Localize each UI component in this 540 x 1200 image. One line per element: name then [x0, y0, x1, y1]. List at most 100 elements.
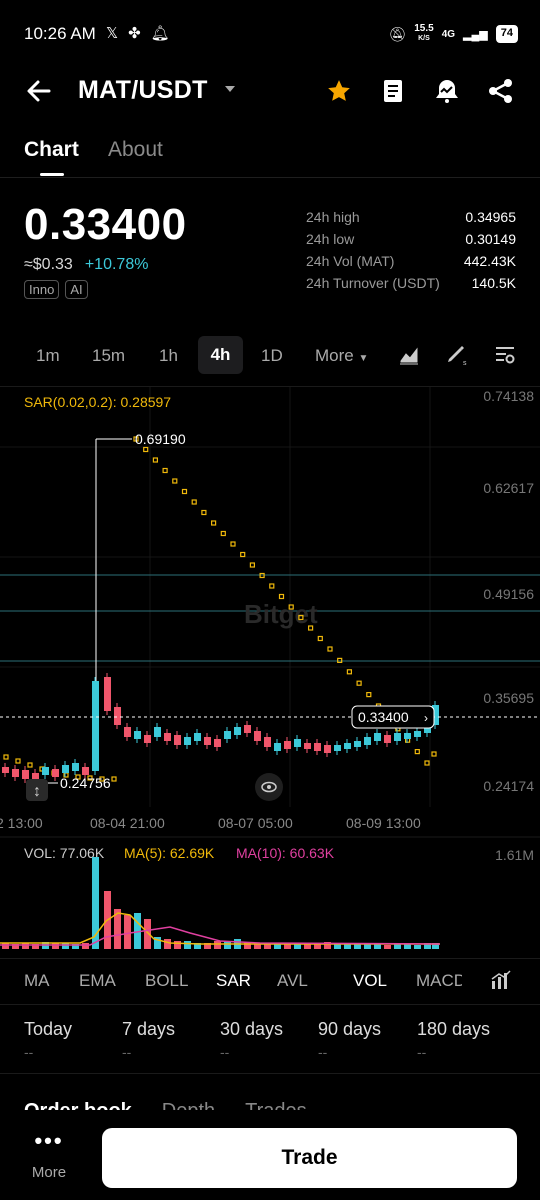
timeframe-4h[interactable]: 4h	[198, 336, 243, 374]
candle	[32, 773, 39, 781]
current-price-tag	[351, 705, 435, 729]
eye-pupil	[267, 785, 271, 789]
volume-bar	[184, 941, 191, 949]
sar-dot	[337, 657, 343, 663]
volume-bar	[72, 944, 79, 949]
candle	[62, 765, 69, 773]
period-90-days: 90 days --	[318, 1019, 382, 1060]
notes-icon[interactable]	[381, 78, 405, 104]
sar-dot	[181, 488, 188, 495]
sar-dot	[346, 669, 352, 675]
ticker-stats: 24h high 0.34965 24h low 0.30149 24h Vol…	[306, 209, 516, 297]
timeframe-1m[interactable]: 1m	[36, 346, 60, 365]
app-notification-icon: ✤	[128, 25, 141, 42]
volume-bar	[264, 943, 271, 949]
price-axis-label: 0.62617	[483, 480, 534, 496]
volume-axis-label: 1.61M	[495, 847, 534, 863]
current-price-label: 0.33400	[358, 709, 409, 725]
indicator-sar[interactable]: SAR	[216, 971, 251, 990]
indicator-ema[interactable]: EMA	[79, 971, 116, 990]
candle	[374, 733, 381, 741]
chart-settings-icon[interactable]	[494, 344, 516, 366]
candle	[42, 767, 49, 775]
sar-dot	[431, 751, 437, 757]
period-today: Today --	[24, 1019, 73, 1060]
pair-dropdown-icon[interactable]	[224, 84, 236, 94]
candle	[144, 735, 151, 743]
volume-bar	[174, 941, 181, 949]
net-speed: 15.5 K/S	[414, 23, 434, 43]
candle	[82, 767, 89, 775]
back-arrow-icon[interactable]	[26, 78, 52, 104]
volume-bar	[214, 941, 221, 949]
chart-type-icon[interactable]	[398, 344, 420, 366]
sar-dot	[191, 499, 197, 505]
volume-bar	[52, 943, 59, 949]
status-system-icons: 🔕︎ 15.5 K/S 4G ▂▄▆ 74	[388, 24, 518, 44]
volume-bar	[424, 943, 431, 949]
candle	[404, 733, 411, 739]
price-axis-label: 0.74138	[483, 388, 534, 404]
stat-row: 24h Turnover (USDT) 140.5K	[306, 275, 516, 291]
status-time: 10:26 AM	[24, 24, 96, 43]
candle	[114, 707, 121, 725]
sar-dot	[15, 758, 21, 764]
timeframe-15m[interactable]: 15m	[92, 346, 126, 365]
tag-inno[interactable]: Inno	[24, 280, 60, 299]
sar-dot	[308, 625, 314, 631]
candle	[264, 737, 271, 747]
candlestick-chart[interactable]: Bitget SAR(0.02,0.2): 0.28597 0.74138 0.626…	[0, 386, 540, 949]
timeframe-more[interactable]: More ▼	[315, 346, 369, 365]
candle	[334, 745, 341, 751]
chart-canvas[interactable]: Bitget SAR(0.02,0.2): 0.28597 0.74138 0.626…	[0, 387, 540, 959]
time-axis-label: 08-07 05:00	[218, 815, 293, 831]
sar-dot	[249, 562, 255, 568]
indicator-ma[interactable]: MA	[24, 971, 50, 990]
pair-title[interactable]: MAT/USDT	[78, 76, 208, 104]
favorite-star-icon[interactable]	[326, 78, 352, 104]
ma10-line	[0, 926, 441, 946]
last-price: 0.33400	[24, 200, 187, 249]
indicator-boll[interactable]: BOLL	[145, 971, 189, 990]
page-tabs: Chart About	[0, 130, 540, 178]
volume-bar	[194, 943, 201, 949]
candle	[324, 745, 331, 753]
drawing-tool-icon[interactable]: s	[445, 344, 469, 366]
price-alert-icon[interactable]	[434, 78, 460, 104]
tab-about[interactable]: About	[108, 138, 163, 161]
candle	[124, 727, 131, 737]
candle	[92, 681, 99, 771]
volume-bar	[154, 937, 161, 949]
indicator-macd[interactable]: MACD	[416, 971, 462, 990]
volume-bar	[144, 919, 151, 949]
share-icon[interactable]	[488, 78, 514, 104]
mute-icon: 🔕︎	[388, 25, 407, 42]
volume-bar	[384, 945, 391, 949]
indicator-settings-icon[interactable]	[490, 969, 512, 991]
time-axis-label: 08-04 21:00	[90, 815, 165, 831]
candle	[314, 743, 321, 751]
candle	[22, 770, 29, 779]
trade-button[interactable]: Trade	[102, 1128, 517, 1188]
candle	[394, 733, 401, 741]
indicator-avl[interactable]: AVL	[277, 971, 308, 990]
sar-dot	[162, 467, 168, 474]
candle	[294, 739, 301, 747]
sar-dot	[75, 774, 81, 780]
timeframe-1h[interactable]: 1h	[159, 346, 178, 365]
svg-text:s: s	[463, 360, 467, 366]
indicator-vol[interactable]: VOL	[353, 971, 388, 990]
tab-chart[interactable]: Chart	[24, 138, 79, 161]
candle	[134, 731, 141, 739]
price-change: +10.78%	[84, 256, 149, 273]
candle	[304, 743, 311, 749]
watermark-text: Bitget	[244, 599, 318, 629]
candle	[354, 741, 361, 747]
volume-bar	[274, 944, 281, 949]
more-button[interactable]: ••• More	[26, 1130, 72, 1182]
candle	[154, 727, 161, 737]
timeframe-1d[interactable]: 1D	[261, 346, 283, 365]
candle	[432, 705, 439, 725]
period-performance: Today -- 7 days -- 30 days -- 90 days --…	[0, 1004, 540, 1074]
tag-ai[interactable]: AI	[65, 280, 88, 299]
